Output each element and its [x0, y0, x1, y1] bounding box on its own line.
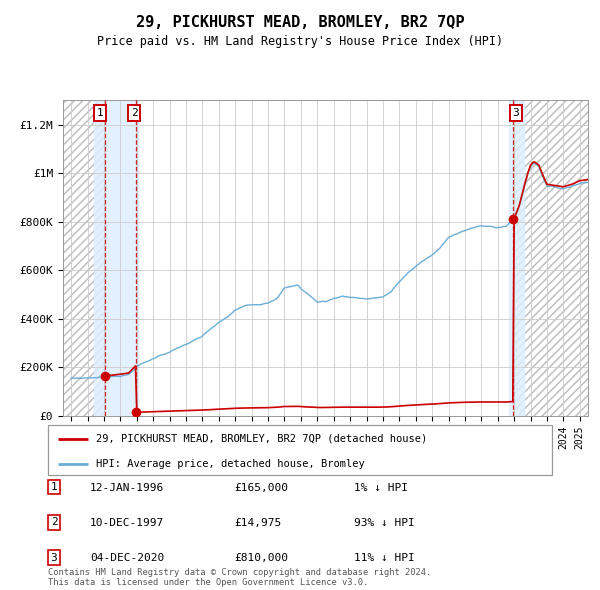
Text: 12-JAN-1996: 12-JAN-1996	[90, 483, 164, 493]
Text: £810,000: £810,000	[234, 553, 288, 563]
Text: 3: 3	[512, 108, 519, 118]
Text: 29, PICKHURST MEAD, BROMLEY, BR2 7QP (detached house): 29, PICKHURST MEAD, BROMLEY, BR2 7QP (de…	[96, 434, 427, 444]
Text: 2: 2	[50, 517, 58, 527]
Text: 10-DEC-1997: 10-DEC-1997	[90, 518, 164, 528]
Text: 3: 3	[50, 553, 58, 563]
Text: 04-DEC-2020: 04-DEC-2020	[90, 553, 164, 563]
Text: 1% ↓ HPI: 1% ↓ HPI	[354, 483, 408, 493]
Bar	[63, 100, 104, 416]
Bar	[513, 100, 588, 416]
Text: 29, PICKHURST MEAD, BROMLEY, BR2 7QP: 29, PICKHURST MEAD, BROMLEY, BR2 7QP	[136, 15, 464, 30]
Text: 1: 1	[50, 482, 58, 492]
Text: HPI: Average price, detached house, Bromley: HPI: Average price, detached house, Brom…	[96, 459, 365, 469]
Bar	[509, 100, 524, 416]
Text: 2: 2	[131, 108, 137, 118]
Bar	[63, 100, 104, 416]
Text: Contains HM Land Registry data © Crown copyright and database right 2024.
This d: Contains HM Land Registry data © Crown c…	[48, 568, 431, 587]
Bar	[94, 100, 139, 416]
Text: 11% ↓ HPI: 11% ↓ HPI	[354, 553, 415, 563]
Text: Price paid vs. HM Land Registry's House Price Index (HPI): Price paid vs. HM Land Registry's House …	[97, 35, 503, 48]
Text: £14,975: £14,975	[234, 518, 281, 528]
Text: £165,000: £165,000	[234, 483, 288, 493]
Text: 1: 1	[97, 108, 103, 118]
FancyBboxPatch shape	[48, 425, 552, 475]
Bar	[513, 100, 588, 416]
Text: 93% ↓ HPI: 93% ↓ HPI	[354, 518, 415, 528]
